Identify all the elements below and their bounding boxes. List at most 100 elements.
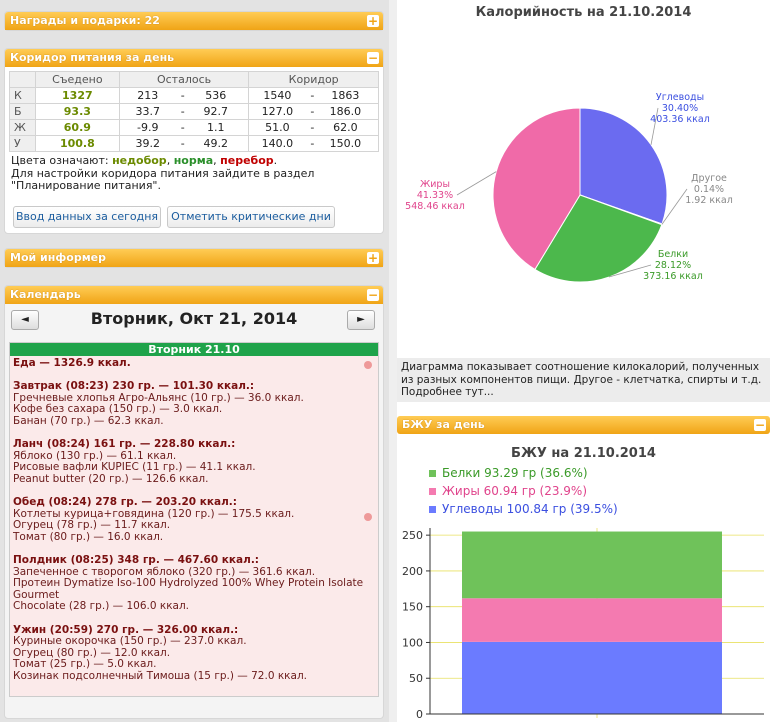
legend-sep: , (166, 154, 171, 167)
legend-swatch (429, 488, 436, 495)
table-row: У 100.8 39.2 - 49.2 140.0 - 150.0 (9, 135, 379, 152)
col-header-eaten: Съедено (34, 71, 120, 88)
collapse-icon[interactable]: − (754, 418, 766, 432)
bju-panel: БЖУ за день − (397, 416, 770, 434)
row-label: Б (9, 103, 36, 120)
prev-day-button[interactable]: ◄ (11, 310, 39, 330)
collapse-icon[interactable]: − (367, 51, 379, 65)
legend-label: Жиры 60.94 гр (23.9%) (442, 484, 588, 498)
expand-icon[interactable]: + (367, 251, 379, 265)
bju-header[interactable]: БЖУ за день − (397, 416, 770, 434)
left-max: 536 (205, 89, 227, 102)
list-item: Огурец (80 гр.) — 12.0 ккал. (13, 646, 171, 659)
collapse-icon[interactable]: − (367, 288, 379, 302)
y-tick-label: 100 (402, 636, 423, 649)
expand-icon[interactable]: + (367, 14, 379, 28)
informer-title: Мой информер (10, 251, 107, 264)
enter-today-button[interactable]: Ввод данных за сегодня (13, 206, 161, 228)
bar-segment-Белки[interactable] (462, 531, 722, 599)
pie-label: 548.46 ккал (405, 201, 465, 212)
corridor-min: 140.0 (261, 137, 294, 150)
pie-chart-title: Калорийность на 21.10.2014 (475, 5, 692, 20)
edit-icon[interactable] (364, 361, 372, 369)
range-dash: - (180, 137, 185, 150)
pie-label: Жиры (420, 179, 450, 190)
edit-icon[interactable] (364, 513, 372, 521)
list-item: Томат (80 гр.) — 16.0 ккал. (13, 530, 164, 543)
y-tick-label: 250 (402, 529, 423, 542)
bar-segment-Углеводы[interactable] (462, 641, 722, 714)
range-dash: - (310, 121, 315, 134)
pie-leader-line (661, 188, 688, 225)
eaten-value: 1327 (34, 87, 120, 104)
corridor-max: 62.0 (333, 121, 358, 134)
pie-label: 1.92 ккал (685, 195, 733, 206)
left-min: 33.7 (135, 105, 161, 118)
bar-segment-Жиры[interactable] (462, 598, 722, 642)
list-item: Томат (25 гр.) — 5.0 ккал. (13, 658, 157, 671)
mark-critical-days-button[interactable]: Отметить критические дни (167, 206, 335, 228)
range-dash: - (310, 105, 315, 118)
table-row: К 1327 213 - 536 1540 - 1863 (9, 87, 379, 104)
eaten-value: 100.8 (34, 135, 120, 152)
meal-supper[interactable]: Ужин (20:59) 270 гр. — 326.00 ккал.: Кур… (13, 624, 375, 683)
legend-prefix: Цвета означают: (11, 154, 109, 167)
awards-panel: Награды и подарки: 22 + (4, 11, 384, 31)
note-line-2: "Планирование питания". (11, 179, 161, 192)
corridor-header[interactable]: Коридор питания за день − (5, 49, 383, 67)
legend-entry-fats[interactable]: Жиры 60.94 гр (23.9%) (429, 484, 587, 498)
meal-head: Завтрак (08:23) 230 гр. — 101.30 ккал.: (13, 380, 255, 393)
list-item: Кофе без сахара (150 гр.) — 3.0 ккал. (13, 403, 223, 416)
range-dash: - (180, 89, 185, 102)
row-label: У (9, 135, 36, 152)
range-dash: - (180, 105, 185, 118)
corridor-range: 140.0 - 150.0 (248, 135, 379, 152)
table-row: Ж 60.9 -9.9 - 1.1 51.0 - 62.0 (9, 119, 379, 136)
column-separator (389, 0, 397, 722)
corridor-max: 1863 (331, 89, 360, 102)
left-range: 213 - 536 (118, 87, 250, 104)
corridor-max: 186.0 (329, 105, 362, 118)
pie-label: Белки (658, 249, 688, 260)
corridor-title: Коридор питания за день (10, 51, 175, 64)
legend-label: Белки 93.29 гр (36.6%) (442, 466, 588, 480)
range-dash: - (180, 121, 185, 134)
list-item: Яблоко (130 гр.) — 61.1 ккал. (13, 449, 177, 462)
left-max: 92.7 (203, 105, 229, 118)
legend-swatch (429, 506, 436, 513)
legend-swatch (429, 470, 436, 477)
calendar-header[interactable]: Календарь − (5, 286, 383, 304)
next-day-button[interactable]: ► (347, 310, 375, 330)
corridor-range: 1540 - 1863 (248, 87, 379, 104)
meal-lunch[interactable]: Ланч (08:24) 161 гр. — 228.80 ккал.: Ябл… (13, 439, 375, 485)
legend-norm: норма (173, 154, 214, 167)
bju-bar-chart: 0 50 100 150 200 250 (402, 528, 764, 721)
list-item: Банан (70 гр.) — 62.3 ккал. (13, 414, 164, 427)
y-tick-label: 50 (409, 672, 423, 685)
pie-leader-line (608, 264, 652, 278)
corridor-min: 127.0 (261, 105, 294, 118)
legend-entry-carbs[interactable]: Углеводы 100.84 гр (39.5%) (429, 502, 618, 516)
left-range: -9.9 - 1.1 (118, 119, 250, 136)
pie-label: 0.14% (694, 184, 724, 195)
informer-header[interactable]: Мой информер + (5, 249, 383, 267)
day-body: Еда — 1326.9 ккал. Завтрак (08:23) 230 г… (10, 356, 378, 685)
legend-entry-proteins[interactable]: Белки 93.29 гр (36.6%) (429, 466, 588, 480)
meal-snack[interactable]: Полдник (08:25) 348 гр. — 467.60 ккал.: … (13, 554, 375, 613)
meal-dinner[interactable]: Обед (08:24) 278 гр. — 203.20 ккал.: Кот… (13, 497, 375, 543)
meal-breakfast[interactable]: Завтрак (08:23) 230 гр. — 101.30 ккал.: … (13, 381, 375, 427)
pie-label: 403.36 ккал (650, 114, 710, 125)
corridor-panel: Коридор питания за день − Съедено Остало… (4, 48, 384, 234)
day-header: Вторник 21.10 (10, 343, 378, 356)
color-legend: Цвета означают: недобор, норма, перебор. (5, 152, 383, 167)
right-column: Калорийность на 21.10.2014 Углеводы 30.40… (397, 0, 770, 722)
pie-slice-2[interactable] (534, 194, 663, 283)
y-tick-label: 150 (402, 601, 423, 614)
awards-header[interactable]: Награды и подарки: 22 + (5, 12, 383, 30)
calendar-nav: Вторник, Окт 21, 2014 ◄ ► (5, 306, 383, 336)
col-header (9, 71, 36, 88)
meal-head: Ланч (08:24) 161 гр. — 228.80 ккал.: (13, 438, 236, 451)
pie-label: 30.40% (662, 103, 698, 114)
list-item: Протеин Dymatize Iso-100 Hydrolyzed 100%… (13, 577, 364, 601)
